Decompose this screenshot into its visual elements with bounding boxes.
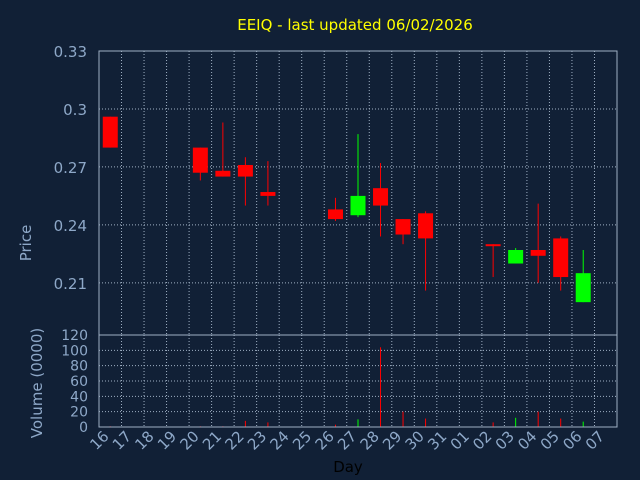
volume-tick-label: 80 [70,359,88,375]
candle-body [215,170,231,177]
price-tick-label: 0.3 [63,101,87,119]
volume-bar [244,420,246,427]
price-tick-label: 0.21 [54,275,87,293]
volume-bar [492,422,494,427]
candle-body [260,192,276,196]
volume-tick-label: 20 [70,405,88,421]
x-axis-label: Day [333,458,363,476]
volume-bar [267,422,269,427]
volume-bar [515,417,517,427]
candle-body [350,195,366,216]
volume-bar [425,418,427,427]
axes-layer [98,50,618,428]
price-tick-label: 0.27 [54,159,87,177]
candle-body [508,249,524,264]
volume-tick-label: 60 [70,374,88,390]
candle-body [192,147,208,173]
grid-layer [99,50,618,428]
marks-layer [102,116,591,428]
volume-bar [537,411,539,427]
candle-body [395,219,411,235]
chart-title: EEIQ - last updated 06/02/2026 [237,16,473,34]
price-tick-label: 0.24 [54,217,87,235]
x-tick-label: 07 [582,427,608,453]
candle-body [485,244,501,247]
candle-body [237,164,253,177]
volume-tick-label: 0 [79,420,88,436]
candle-body [575,273,591,303]
volume-tick-label: 120 [61,328,88,344]
volume-bar [582,421,584,427]
volume-bar [402,411,404,427]
candle-body [373,188,389,206]
price-axis-label: Price [17,225,35,262]
volume-axis-label: Volume (0000) [28,328,46,438]
volume-bar [357,419,359,427]
volume-bar [560,418,562,427]
candle-body [553,238,569,278]
volume-tick-label: 40 [70,389,88,405]
candle-body [102,116,118,148]
candle-body [418,213,434,239]
volume-panel-frame [98,334,618,428]
tick-labels-layer: 0.330.30.270.240.21120100806040200161718… [54,43,608,454]
volume-bar [380,347,382,427]
price-tick-label: 0.33 [54,43,87,61]
volume-bar [334,424,336,427]
volume-tick-label: 100 [61,343,88,359]
candle-body [327,209,343,220]
candle-body [530,249,546,256]
